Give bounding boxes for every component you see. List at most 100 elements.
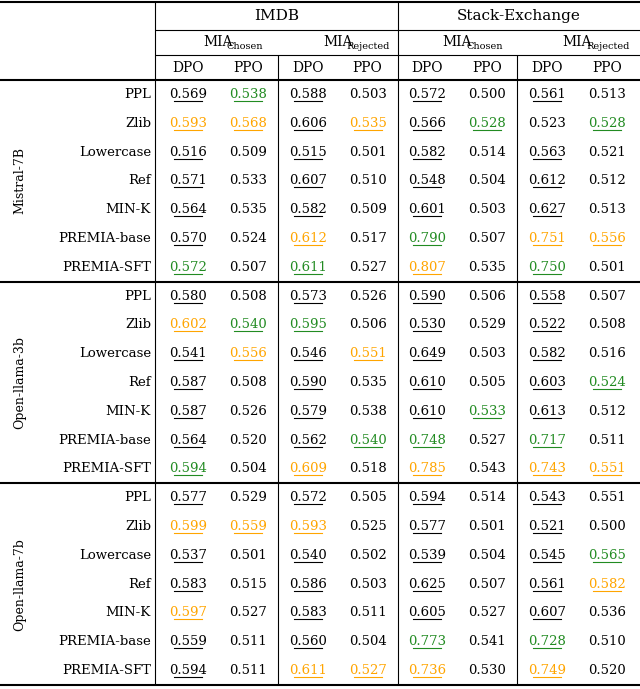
Text: 0.501: 0.501 <box>229 549 267 562</box>
Text: 0.501: 0.501 <box>468 520 506 533</box>
Text: 0.504: 0.504 <box>229 462 267 475</box>
Text: 0.500: 0.500 <box>468 88 506 101</box>
Text: 0.609: 0.609 <box>289 462 326 475</box>
Text: 0.524: 0.524 <box>588 376 626 389</box>
Text: 0.748: 0.748 <box>408 433 446 446</box>
Text: PPL: PPL <box>124 491 151 504</box>
Text: 0.613: 0.613 <box>528 405 566 418</box>
Text: 0.572: 0.572 <box>408 88 446 101</box>
Text: 0.607: 0.607 <box>289 174 326 187</box>
Text: 0.580: 0.580 <box>169 289 207 302</box>
Text: Zlib: Zlib <box>125 116 151 130</box>
Text: 0.501: 0.501 <box>349 145 387 158</box>
Text: 0.521: 0.521 <box>588 145 626 158</box>
Text: 0.520: 0.520 <box>588 664 626 677</box>
Text: Chosen: Chosen <box>227 42 264 51</box>
Text: 0.506: 0.506 <box>468 289 506 302</box>
Text: 0.521: 0.521 <box>528 520 566 533</box>
Text: 0.610: 0.610 <box>408 376 446 389</box>
Text: 0.529: 0.529 <box>468 318 506 331</box>
Text: 0.535: 0.535 <box>349 376 387 389</box>
Text: PREMIA-SFT: PREMIA-SFT <box>62 664 151 677</box>
Text: 0.551: 0.551 <box>588 491 626 504</box>
Text: 0.749: 0.749 <box>528 664 566 677</box>
Text: 0.508: 0.508 <box>229 376 267 389</box>
Text: Rejected: Rejected <box>347 42 390 51</box>
Text: 0.583: 0.583 <box>169 577 207 590</box>
Text: 0.559: 0.559 <box>169 635 207 648</box>
Text: 0.556: 0.556 <box>588 232 626 245</box>
Text: PREMIA-base: PREMIA-base <box>58 232 151 245</box>
Text: 0.516: 0.516 <box>588 347 626 360</box>
Text: 0.501: 0.501 <box>588 260 626 274</box>
Text: 0.515: 0.515 <box>229 577 267 590</box>
Text: PREMIA-base: PREMIA-base <box>58 635 151 648</box>
Text: 0.583: 0.583 <box>289 606 326 619</box>
Text: 0.627: 0.627 <box>528 203 566 216</box>
Text: 0.605: 0.605 <box>408 606 446 619</box>
Text: Ref: Ref <box>129 174 151 187</box>
Text: Stack-Exchange: Stack-Exchange <box>457 9 580 23</box>
Text: 0.599: 0.599 <box>169 520 207 533</box>
Text: 0.586: 0.586 <box>289 577 326 590</box>
Text: PPO: PPO <box>353 61 383 74</box>
Text: 0.545: 0.545 <box>528 549 566 562</box>
Text: 0.530: 0.530 <box>468 664 506 677</box>
Text: 0.527: 0.527 <box>349 664 387 677</box>
Text: DPO: DPO <box>172 61 204 74</box>
Text: 0.525: 0.525 <box>349 520 387 533</box>
Text: Open-llama-3b: Open-llama-3b <box>13 336 26 429</box>
Text: 0.508: 0.508 <box>588 318 626 331</box>
Text: 0.773: 0.773 <box>408 635 447 648</box>
Text: 0.590: 0.590 <box>408 289 446 302</box>
Text: 0.597: 0.597 <box>169 606 207 619</box>
Text: 0.807: 0.807 <box>408 260 446 274</box>
Text: 0.551: 0.551 <box>349 347 387 360</box>
Text: 0.743: 0.743 <box>528 462 566 475</box>
Text: MIN-K: MIN-K <box>106 405 151 418</box>
Text: 0.568: 0.568 <box>229 116 267 130</box>
Text: 0.507: 0.507 <box>229 260 267 274</box>
Text: 0.612: 0.612 <box>528 174 566 187</box>
Text: 0.785: 0.785 <box>408 462 446 475</box>
Text: MIA: MIA <box>443 36 472 50</box>
Text: 0.527: 0.527 <box>349 260 387 274</box>
Text: 0.528: 0.528 <box>468 116 506 130</box>
Text: 0.503: 0.503 <box>349 88 387 101</box>
Text: 0.569: 0.569 <box>169 88 207 101</box>
Text: MIA: MIA <box>563 36 592 50</box>
Text: 0.610: 0.610 <box>408 405 446 418</box>
Text: 0.728: 0.728 <box>528 635 566 648</box>
Text: 0.594: 0.594 <box>408 491 446 504</box>
Text: 0.541: 0.541 <box>468 635 506 648</box>
Text: 0.543: 0.543 <box>468 462 506 475</box>
Text: 0.540: 0.540 <box>349 433 387 446</box>
Text: 0.593: 0.593 <box>289 520 326 533</box>
Text: 0.540: 0.540 <box>229 318 267 331</box>
Text: Zlib: Zlib <box>125 520 151 533</box>
Text: 0.587: 0.587 <box>169 405 207 418</box>
Text: 0.512: 0.512 <box>588 174 626 187</box>
Text: MIA: MIA <box>203 36 232 50</box>
Text: 0.603: 0.603 <box>528 376 566 389</box>
Text: 0.570: 0.570 <box>169 232 207 245</box>
Text: Lowercase: Lowercase <box>79 347 151 360</box>
Text: 0.506: 0.506 <box>349 318 387 331</box>
Text: IMDB: IMDB <box>253 9 299 23</box>
Text: 0.582: 0.582 <box>528 347 566 360</box>
Text: Lowercase: Lowercase <box>79 549 151 562</box>
Text: 0.593: 0.593 <box>169 116 207 130</box>
Text: 0.560: 0.560 <box>289 635 326 648</box>
Text: 0.528: 0.528 <box>588 116 626 130</box>
Text: 0.559: 0.559 <box>229 520 267 533</box>
Text: 0.514: 0.514 <box>468 145 506 158</box>
Text: 0.577: 0.577 <box>408 520 447 533</box>
Text: Chosen: Chosen <box>467 42 503 51</box>
Text: PPO: PPO <box>472 61 502 74</box>
Text: 0.533: 0.533 <box>468 405 506 418</box>
Text: 0.527: 0.527 <box>229 606 267 619</box>
Text: PPL: PPL <box>124 289 151 302</box>
Text: 0.587: 0.587 <box>169 376 207 389</box>
Text: 0.535: 0.535 <box>349 116 387 130</box>
Text: 0.538: 0.538 <box>229 88 267 101</box>
